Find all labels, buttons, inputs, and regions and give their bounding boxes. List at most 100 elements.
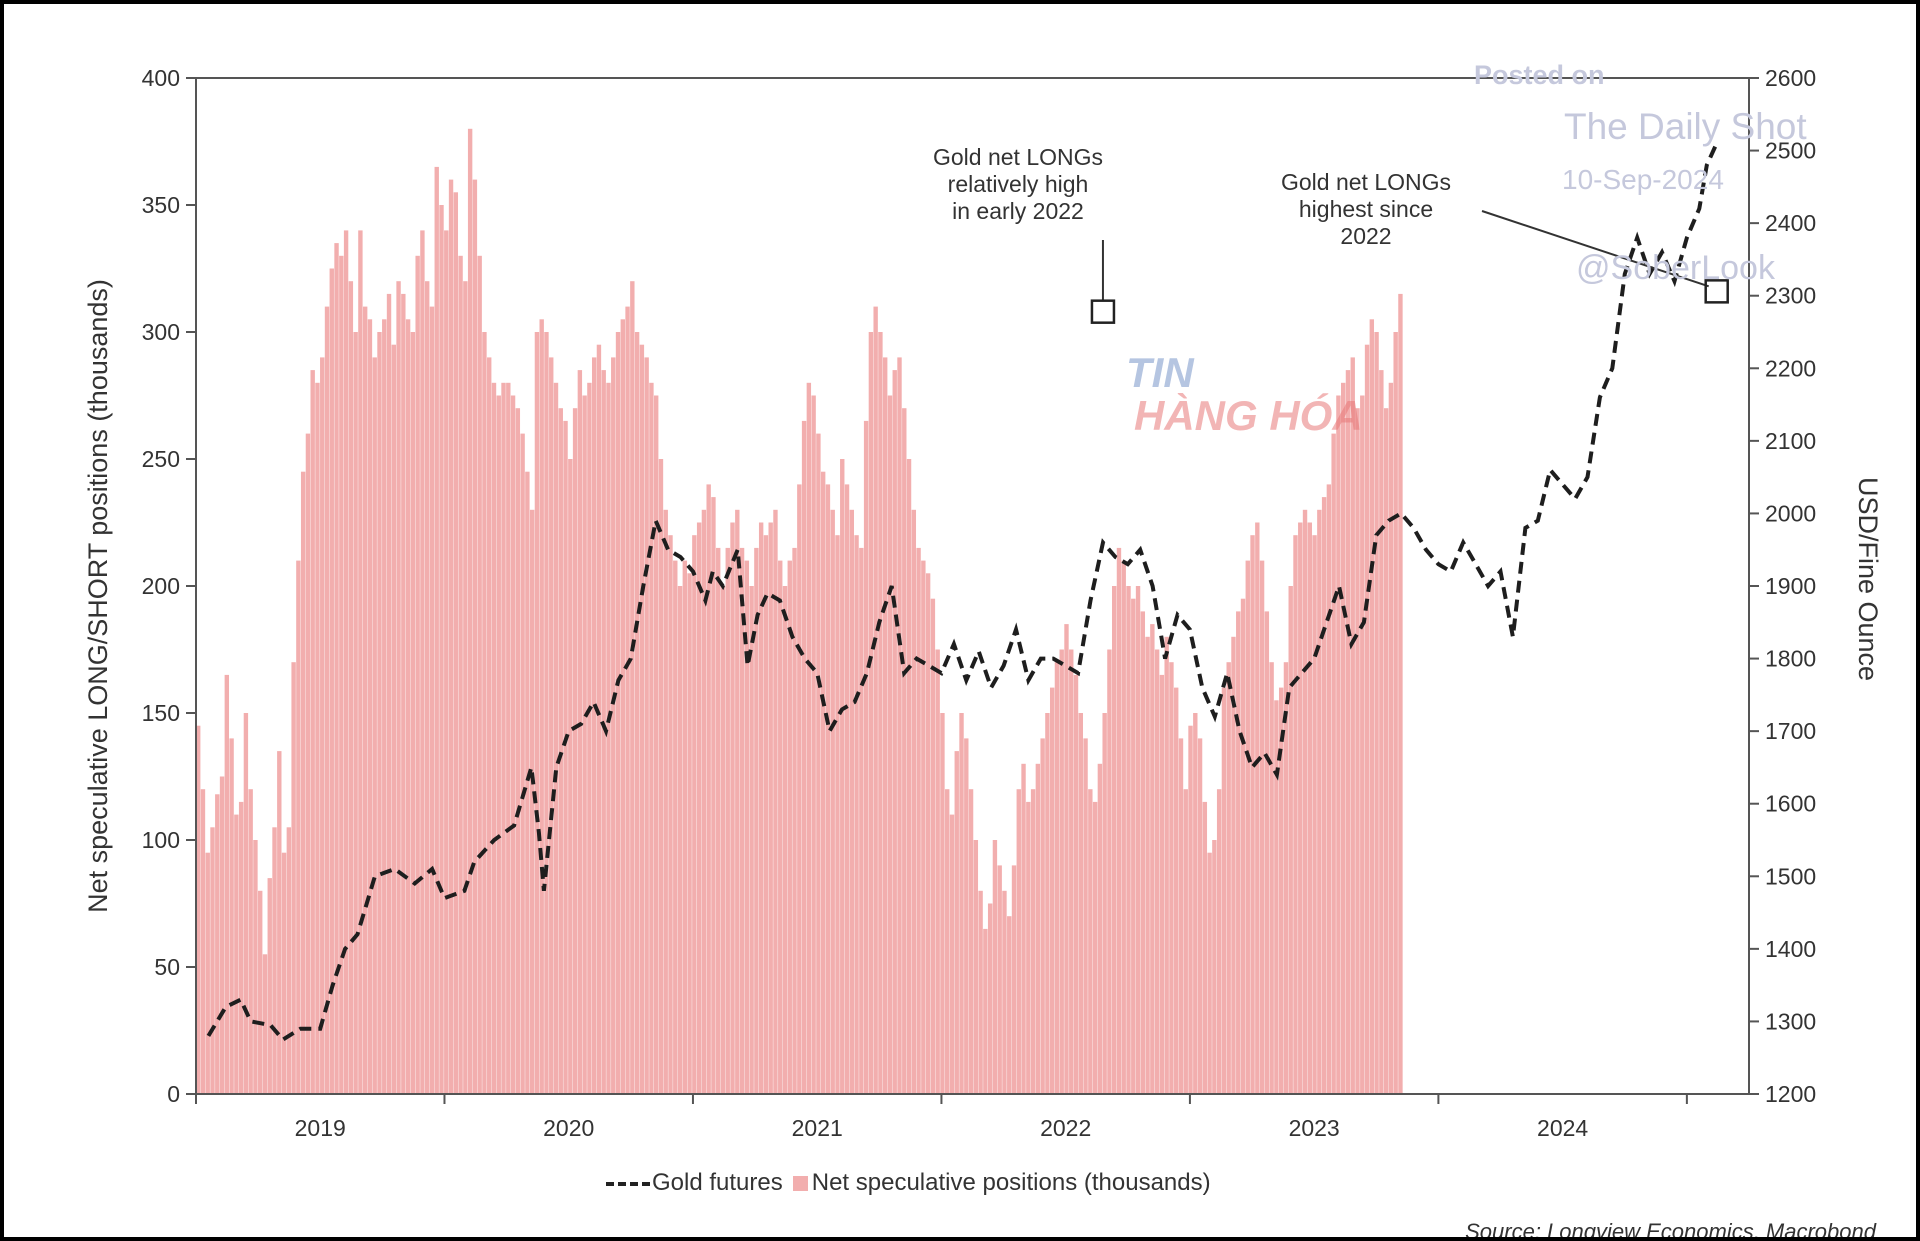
bar (405, 319, 411, 1094)
x-tick-label: 2022 (1040, 1115, 1091, 1141)
bar (940, 713, 945, 1094)
bar (964, 738, 969, 1094)
x-axis: 2019 2020 2021 2022 2023 2024 (195, 1094, 1688, 1141)
watermark-handle: @SoberLook (1576, 249, 1775, 287)
bar (358, 230, 363, 1094)
bar (983, 928, 988, 1094)
bar (1374, 332, 1379, 1094)
right-tick-label: 2100 (1765, 428, 1816, 454)
bar (1174, 687, 1179, 1094)
bar (792, 547, 797, 1094)
bar (716, 547, 721, 1094)
bar (711, 497, 716, 1095)
legend-dash-icon (606, 1181, 650, 1186)
bar (324, 306, 330, 1095)
bar (525, 471, 530, 1094)
watermark-posted: Posted on (1474, 60, 1605, 90)
bar (639, 344, 645, 1094)
bar (649, 382, 654, 1094)
bar (758, 522, 764, 1094)
gold-futures-line (206, 142, 1719, 1043)
bar (210, 827, 215, 1094)
bar (1341, 382, 1346, 1094)
bar (520, 433, 525, 1095)
bar (1231, 636, 1236, 1094)
bar (1140, 611, 1146, 1094)
bar (1083, 738, 1088, 1094)
bar (553, 382, 559, 1094)
bar (434, 166, 439, 1094)
bar (1145, 636, 1150, 1094)
bar (949, 814, 955, 1094)
bar (873, 306, 878, 1095)
bar (692, 535, 697, 1094)
bar (463, 281, 468, 1094)
left-tick-label: 300 (142, 319, 180, 345)
bar (1002, 890, 1007, 1094)
bar (849, 509, 854, 1094)
bar (1011, 865, 1017, 1094)
bar (968, 789, 974, 1094)
bar (429, 306, 435, 1095)
bar (620, 319, 625, 1094)
bar (1302, 509, 1308, 1094)
bar (300, 471, 306, 1094)
bar (763, 535, 769, 1094)
bar (1207, 852, 1212, 1094)
bar (477, 255, 482, 1095)
bar (782, 586, 788, 1094)
bar (1379, 370, 1384, 1095)
bar (234, 814, 239, 1094)
bar (987, 903, 993, 1094)
bar (1307, 522, 1312, 1094)
bar (506, 382, 511, 1094)
bar (1226, 662, 1231, 1094)
bar (339, 255, 344, 1095)
bar (487, 357, 492, 1094)
bar (296, 560, 301, 1094)
bar (973, 840, 979, 1094)
bar (401, 293, 406, 1094)
left-tick-label: 100 (142, 827, 180, 853)
bar (1345, 370, 1351, 1095)
bar (906, 459, 912, 1094)
bar (935, 649, 940, 1094)
bar (425, 281, 430, 1094)
annotation-highest-since-2022: Gold net LONGs highest since 2022 (1280, 169, 1452, 249)
bar (215, 794, 220, 1094)
bar (1054, 662, 1060, 1094)
bar (491, 382, 497, 1094)
logo-line-1: TIN (1126, 349, 1194, 396)
bar (391, 344, 396, 1094)
bar (658, 459, 664, 1094)
watermark-date: 10-Sep-2024 (1562, 164, 1724, 195)
watermark-site: The Daily Shot (1564, 106, 1807, 147)
bar (596, 344, 602, 1094)
bar (286, 827, 292, 1094)
bar (320, 357, 325, 1094)
right-tick-label: 1700 (1765, 718, 1816, 744)
right-tick-label: 1300 (1765, 1008, 1816, 1034)
bar (587, 382, 592, 1094)
bar (925, 573, 931, 1094)
right-tick-label: 1800 (1765, 646, 1816, 672)
bar (978, 890, 983, 1094)
bar (1121, 560, 1126, 1094)
bar (835, 535, 840, 1094)
chart-frame: { "chart_data": { "type": "bar+line", "l… (4, 4, 1916, 1237)
bar (1116, 547, 1122, 1094)
bar (768, 522, 773, 1094)
bar (1336, 395, 1341, 1094)
bar (1331, 433, 1336, 1095)
legend-bar-label: Net speculative positions (thousands) (811, 1169, 1211, 1196)
bar (1112, 586, 1117, 1094)
bar (1255, 522, 1260, 1094)
bar (386, 293, 392, 1094)
bar (606, 382, 611, 1094)
source-note: Source: Longview Economics, Macrobond (1465, 1219, 1876, 1237)
bar (1188, 725, 1193, 1094)
bar (458, 255, 463, 1095)
bar (1059, 649, 1064, 1094)
bar (1393, 332, 1398, 1094)
bar (420, 230, 425, 1094)
